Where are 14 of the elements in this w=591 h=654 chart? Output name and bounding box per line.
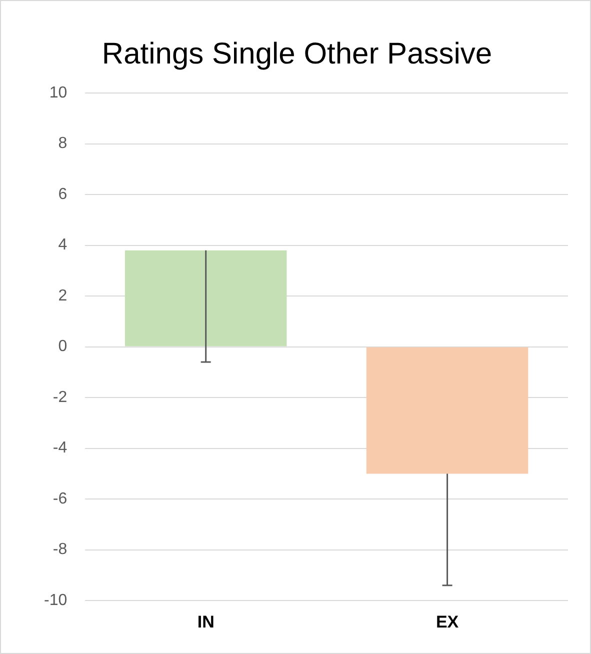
y-tick-label: 10 [49, 84, 68, 102]
y-tick-label: 6 [58, 186, 68, 203]
chart-title: Ratings Single Other Passive [102, 37, 492, 70]
x-tick-label: IN [197, 612, 214, 632]
y-tick-label: -8 [52, 541, 68, 558]
y-tick-label: -6 [52, 490, 68, 508]
y-tick-label: -2 [52, 388, 68, 406]
y-tick-label: 8 [58, 135, 68, 152]
y-tick-label: -10 [44, 592, 68, 610]
y-tick-label: 0 [58, 338, 68, 356]
x-tick-label: EX [436, 612, 460, 632]
y-tick-label: -4 [52, 440, 68, 457]
y-tick-label: 2 [58, 287, 68, 304]
y-tick-label: 4 [58, 236, 68, 254]
